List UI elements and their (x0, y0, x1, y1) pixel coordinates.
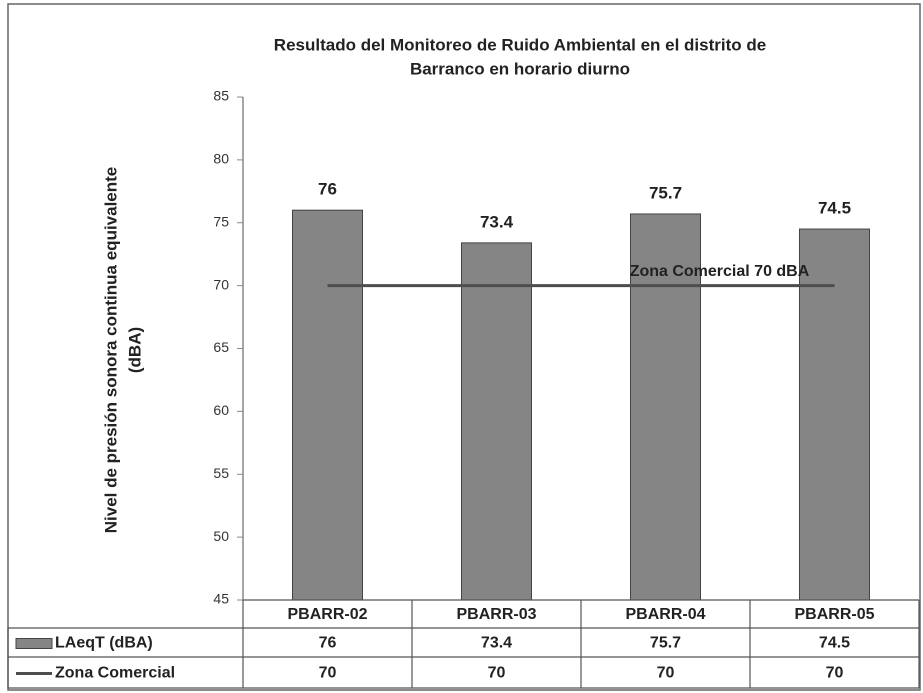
bar (461, 242, 532, 601)
y-tick-label: 75 (213, 213, 229, 229)
y-axis-title: Nivel de presión sonora continua equival… (101, 167, 120, 534)
y-tick-label: 60 (213, 402, 229, 418)
table-value: 76 (319, 635, 337, 652)
table-value: 73.4 (481, 635, 512, 652)
data-label: 74.5 (818, 199, 851, 218)
y-tick-label: 65 (213, 339, 229, 355)
table-value: 70 (826, 665, 844, 682)
annotation: Zona Comercial 70 dBA (630, 263, 810, 280)
y-tick-label: 45 (213, 591, 229, 607)
y-axis-title: (dBA) (125, 327, 144, 373)
y-tick-label: 50 (213, 528, 229, 544)
y-tick-label: 70 (213, 276, 229, 292)
x-tick-label: PBARR-04 (625, 606, 705, 623)
table-value: 74.5 (819, 635, 850, 652)
x-tick-label: PBARR-05 (794, 606, 874, 623)
y-tick-label: 85 (213, 88, 229, 104)
x-tick-label: PBARR-02 (287, 606, 367, 623)
y-tick-label: 80 (213, 151, 229, 167)
legend-swatch (15, 638, 53, 649)
x-tick-label: PBARR-03 (456, 606, 536, 623)
chart-title: Resultado del Monitoreo de Ruido Ambient… (274, 35, 766, 54)
table-value: 70 (319, 665, 337, 682)
legend-label: Zona Comercial (55, 665, 175, 682)
bar (292, 209, 363, 601)
table-value: 70 (488, 665, 506, 682)
data-label: 75.7 (649, 183, 682, 202)
data-label: 73.4 (480, 212, 514, 231)
bar (799, 228, 870, 601)
legend-label: LAeqT (dBA) (55, 635, 153, 652)
table-value: 70 (657, 665, 675, 682)
data-label: 76 (318, 180, 337, 199)
frame (7, 3, 921, 691)
chart-title: Barranco en horario diurno (410, 59, 630, 78)
table-value: 75.7 (650, 635, 681, 652)
bar (630, 213, 701, 601)
y-tick-label: 55 (213, 465, 229, 481)
